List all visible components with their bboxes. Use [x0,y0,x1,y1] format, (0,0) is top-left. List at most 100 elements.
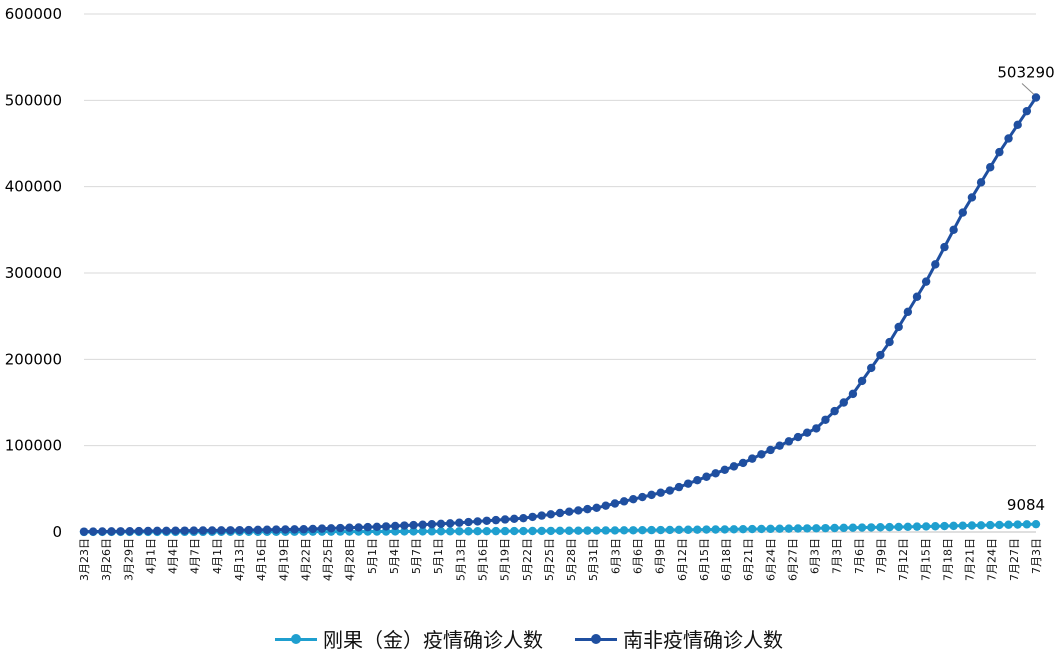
x-tick-label: 7月24日 [986,538,999,581]
data-point [638,525,647,535]
x-tick-label: 4月19日 [277,538,290,581]
x-tick-label: 4月22日 [299,538,312,581]
x-tick-label: 7月21日 [964,538,977,581]
data-point [766,445,775,455]
x-tick-label: 6月12日 [676,538,689,581]
data-point [802,524,812,533]
data-point [720,525,729,534]
data-point [363,522,372,532]
legend-label-drc: 刚果（金）疫情确诊人数 [323,628,543,652]
data-point [107,527,116,536]
data-point [1022,106,1032,116]
data-point [500,515,510,524]
data-point [757,450,766,459]
x-tick-label: 5月28日 [565,538,578,581]
data-point [665,525,675,535]
data-point [766,524,775,534]
data-point [226,526,235,535]
legend-label-south-africa: 南非疫情确诊人数 [623,628,783,652]
data-point [592,503,601,513]
x-tick-label: 6月3日 [609,538,622,574]
x-tick-label: 4月1日 [144,538,157,574]
y-tick-label: 400000 [5,178,62,196]
data-point [812,424,821,433]
data-point [784,437,794,446]
x-tick-label: 6月6日 [631,538,644,574]
data-point [381,522,391,531]
data-point [1004,134,1013,143]
data-point [125,526,134,536]
data-point [162,526,171,536]
data-point [574,506,583,515]
data-point [400,521,409,530]
data-point [738,458,748,468]
data-point [491,526,501,536]
data-point [839,398,848,407]
data-point [894,522,903,532]
data-point [418,527,427,536]
data-point [720,465,729,475]
data-point [610,499,620,508]
data-point [949,521,958,531]
data-point [555,526,565,536]
x-tick-label: 5月16日 [477,538,490,581]
data-point [693,476,702,485]
data-point [821,415,830,424]
data-point [88,527,98,536]
data-point [143,526,153,536]
data-point [171,526,180,535]
data-point [940,521,949,531]
y-tick-label: 200000 [5,350,62,368]
data-point [546,510,556,519]
data-point [683,525,693,534]
x-tick-label: 6月27日 [786,538,799,581]
data-point [638,492,647,502]
data-point [848,389,858,399]
x-tick-label: 4月7日 [189,538,202,574]
data-point [409,520,418,530]
end-data-label: 9084 [1007,496,1045,514]
data-point [793,524,803,533]
data-point [455,518,464,527]
x-tick-label: 5月19日 [499,538,512,581]
data-point [345,523,354,532]
x-tick-label: 6月15日 [698,538,711,581]
data-point [885,337,894,347]
data-point [610,526,620,535]
y-tick-label: 0 [52,523,62,541]
data-point [1031,519,1041,529]
data-point [519,526,528,536]
data-point [665,486,675,495]
data-point [867,523,876,532]
data-point [473,527,482,536]
data-point [738,524,748,534]
data-point [839,523,848,533]
data-point [510,526,519,536]
data-point [564,526,574,535]
label-leader-line [1021,83,1035,95]
data-point [445,527,455,536]
data-point [949,225,958,235]
data-point [564,507,574,516]
data-point [326,524,336,533]
data-point [308,524,318,534]
data-point [180,526,189,535]
data-point [647,490,656,500]
data-point [967,193,977,202]
x-tick-label: 5月22日 [521,538,534,581]
data-point [546,526,556,536]
data-point [436,519,446,528]
x-tick-label: 4月13日 [233,538,246,581]
data-point [290,525,299,534]
data-point [1013,120,1022,130]
data-point [775,441,784,450]
data-point [876,523,885,532]
data-point [830,523,839,533]
data-point [98,527,107,536]
data-point [235,525,244,535]
legend-swatch-drc [275,633,317,644]
x-tick-label: 6月18日 [720,538,733,581]
data-point [784,524,794,533]
y-tick-label: 100000 [5,437,62,455]
data-point [537,511,546,520]
